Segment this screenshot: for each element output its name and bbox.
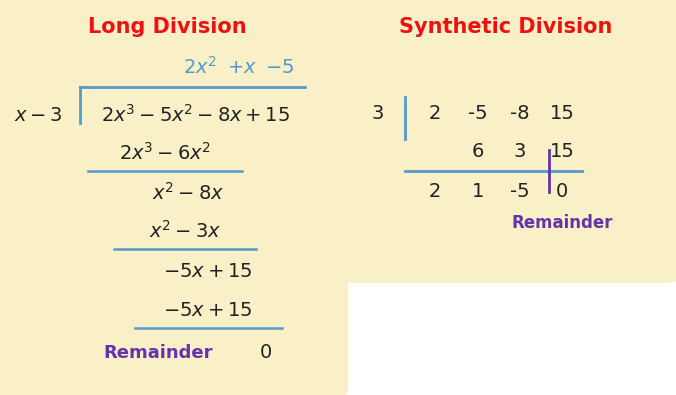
Text: 0: 0 xyxy=(556,181,568,201)
Text: 6: 6 xyxy=(472,141,484,160)
FancyBboxPatch shape xyxy=(0,0,348,395)
Text: $x^2-3x$: $x^2-3x$ xyxy=(149,220,221,242)
Text: 15: 15 xyxy=(550,103,575,122)
Text: 1: 1 xyxy=(472,181,484,201)
Text: $0$: $0$ xyxy=(258,344,272,363)
Text: $2x^2$: $2x^2$ xyxy=(183,56,217,78)
Text: $-5x+15$: $-5x+15$ xyxy=(164,301,253,320)
Text: $x^2-8x$: $x^2-8x$ xyxy=(152,182,224,204)
Text: Synthetic Division: Synthetic Division xyxy=(400,17,612,37)
Text: Remainder: Remainder xyxy=(511,214,612,232)
Text: 3: 3 xyxy=(372,103,384,122)
Text: 15: 15 xyxy=(550,141,575,160)
Text: $-5x+15$: $-5x+15$ xyxy=(164,261,253,280)
Text: Remainder: Remainder xyxy=(103,344,213,362)
Text: $+x$: $+x$ xyxy=(227,58,257,77)
Text: -5: -5 xyxy=(510,181,530,201)
Text: Long Division: Long Division xyxy=(88,17,246,37)
Text: $2x^3-5x^2-8x+15$: $2x^3-5x^2-8x+15$ xyxy=(101,104,291,126)
Text: 3: 3 xyxy=(514,141,526,160)
Text: 2: 2 xyxy=(429,181,441,201)
Text: $x-3$: $x-3$ xyxy=(14,105,62,124)
Text: -8: -8 xyxy=(510,103,530,122)
Text: $-5$: $-5$ xyxy=(266,58,295,77)
Text: 2: 2 xyxy=(429,103,441,122)
FancyBboxPatch shape xyxy=(327,0,676,283)
Text: $2x^3-6x^2$: $2x^3-6x^2$ xyxy=(119,142,211,164)
Text: -5: -5 xyxy=(468,103,488,122)
